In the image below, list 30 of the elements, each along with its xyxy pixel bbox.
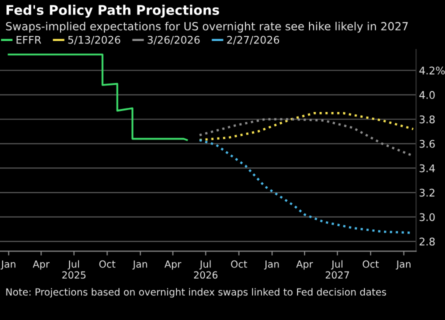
x-tick-label: Apr: [32, 260, 50, 270]
y-tick-label: 3.8: [420, 115, 435, 124]
x-tick-label: Oct: [231, 260, 248, 268]
chart-title: Fed's Policy Path Projections: [6, 4, 220, 18]
x-tick-label: Jan: [396, 260, 410, 270]
y-tick-label: 3.0: [420, 213, 435, 222]
x-tick-label: Apr: [164, 260, 182, 270]
x-tick-label: Jan: [132, 260, 148, 270]
x-tick-label: Jul 2025: [62, 260, 86, 279]
legend-label: 3/26/2026: [148, 36, 200, 45]
x-tick-label: Jan: [264, 260, 279, 270]
x-tick-label: Jul 2027: [326, 260, 349, 279]
x-tick-label: Oct: [362, 260, 379, 268]
y-tick-label: 3.2: [420, 188, 434, 197]
y-tick-label: 4.0: [419, 91, 435, 99]
legend-label: EFFR: [16, 36, 42, 44]
line-series: [8, 54, 188, 141]
y-tick-label: 2.8: [420, 238, 435, 246]
x-tick-label: Jan: [0, 260, 16, 270]
x-tick-label: Apr: [296, 260, 313, 270]
chart-subtitle: Swaps-implied expectations for US overnight rate see hike likely in 2027: [6, 22, 408, 33]
x-tick-label: Jul 2026: [194, 260, 218, 279]
legend-label: 2/27/2026: [227, 36, 280, 45]
x-tick-label: Oct: [99, 260, 116, 268]
legend-label: 5/13/2026: [68, 36, 120, 45]
line-series: [198, 112, 414, 142]
y-tick-label: 4.2%: [419, 66, 445, 74]
text: Note: Projections based on overnight index swaps linked to Fed decision dates: [6, 288, 386, 298]
y-tick-label: 3.4: [420, 164, 435, 172]
y-tick-label: 3.6: [420, 140, 435, 148]
